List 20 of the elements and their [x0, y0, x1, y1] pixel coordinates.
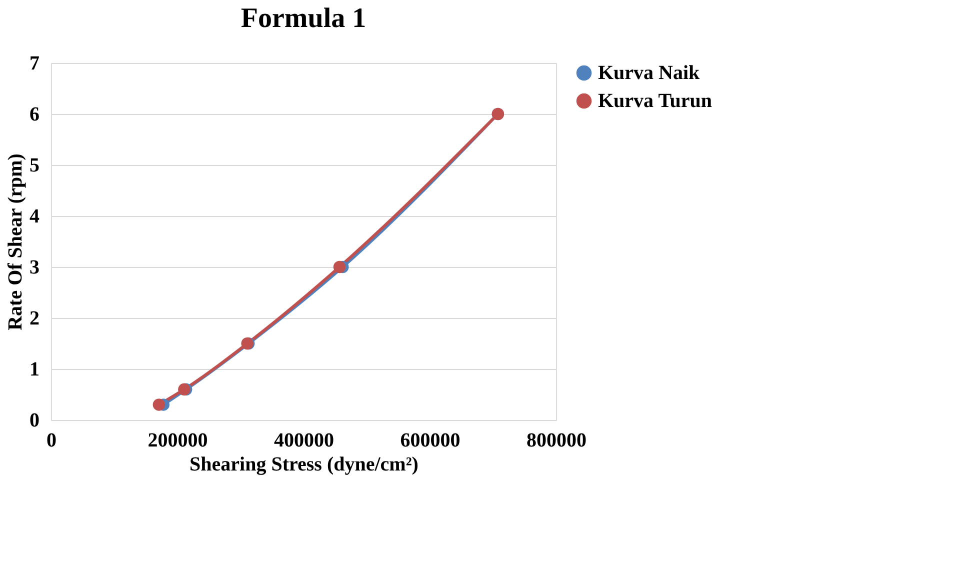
- y-tick-label: 0: [30, 410, 40, 432]
- y-tick-label: 5: [30, 154, 40, 176]
- y-tick-label: 6: [30, 104, 40, 126]
- chart-title: Formula 1: [240, 3, 366, 34]
- legend-label: Kurva Turun: [598, 90, 712, 112]
- y-tick-label: 7: [30, 52, 40, 74]
- y-tick-label: 3: [30, 256, 40, 278]
- y-tick-label: 2: [30, 308, 40, 330]
- x-tick-label: 400000: [274, 430, 334, 452]
- y-tick-label: 1: [30, 358, 40, 380]
- x-tick-label: 600000: [400, 430, 460, 452]
- x-tick-label: 0: [46, 430, 56, 452]
- y-tick-label: 4: [30, 206, 40, 228]
- point: [152, 398, 166, 411]
- legend-label: Kurva Naik: [598, 62, 701, 84]
- y-axis-title: Rate Of Shear (rpm): [4, 154, 26, 330]
- point: [333, 260, 346, 274]
- x-tick-label: 200000: [148, 430, 208, 452]
- x-axis-title: Shearing Stress (dyne/cm²): [190, 454, 418, 476]
- x-tick-label: 800000: [526, 430, 586, 452]
